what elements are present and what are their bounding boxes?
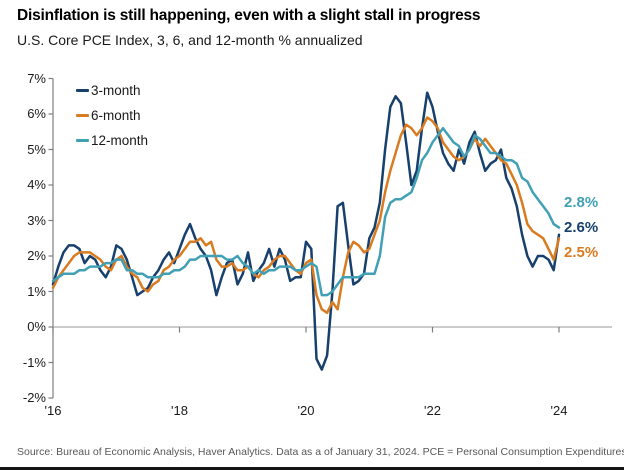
legend-swatch-icon [76, 114, 89, 117]
x-tick-label: '24 [550, 403, 568, 418]
bottom-border [0, 467, 624, 470]
y-tick-label: 4% [27, 177, 46, 192]
series-line-12-month [51, 126, 561, 297]
y-tick-label: 3% [27, 212, 46, 228]
end-value-label-12-month: 2.8% [564, 194, 599, 211]
y-tick-label: -1% [22, 354, 46, 370]
y-tick-label: 5% [27, 141, 46, 157]
y-tick-label: -2% [22, 390, 46, 405]
end-value-label-3-month: 2.6% [564, 219, 599, 236]
y-tick-label: 0% [27, 319, 46, 334]
x-tick-label: '18 [171, 403, 188, 418]
source-note: Source: Bureau of Economic Analysis, Hav… [17, 446, 624, 458]
end-value-label-6-month: 2.5% [564, 244, 599, 261]
series-line-3-month [51, 91, 561, 371]
y-tick-label: 1% [27, 283, 46, 299]
y-tick-label: 7% [27, 70, 46, 86]
legend-swatch-icon [76, 89, 89, 92]
legend-label: 12-month [91, 133, 149, 148]
y-tick-label: 6% [27, 106, 46, 121]
legend-swatch-icon [76, 139, 89, 142]
x-tick-label: '20 [297, 403, 315, 418]
legend-item-3-month: 3-month [76, 78, 148, 103]
legend-item-6-month: 6-month [76, 103, 148, 128]
chart-legend: 3-month 6-month 12-month [76, 78, 148, 153]
chart-subtitle: U.S. Core PCE Index, 3, 6, and 12-month … [17, 32, 363, 48]
chart-title: Disinflation is still happening, even wi… [17, 7, 481, 24]
x-tick-label: '16 [44, 403, 62, 418]
x-tick-label: '22 [424, 403, 441, 418]
y-tick-label: 2% [27, 248, 46, 263]
legend-label: 6-month [91, 108, 141, 123]
legend-item-12-month: 12-month [76, 128, 148, 153]
legend-label: 3-month [91, 83, 141, 98]
